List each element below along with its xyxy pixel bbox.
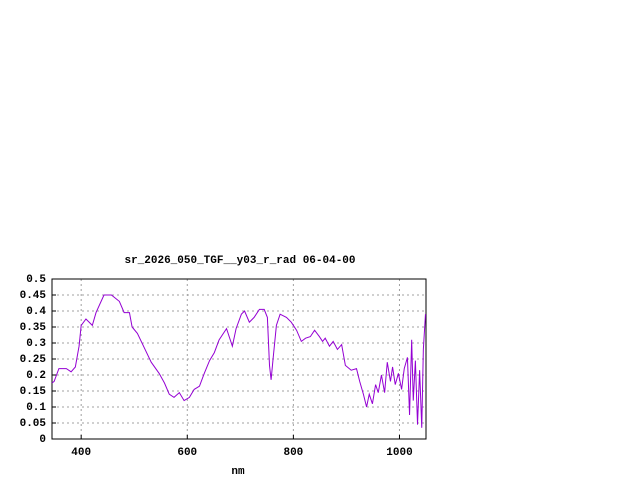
y-tick-label: 0.4: [26, 306, 46, 318]
x-tick-label: 800: [283, 447, 303, 459]
y-tick-label: 0.15: [20, 386, 47, 398]
x-axis-label: nm: [231, 466, 245, 478]
chart-title: sr_2026_050_TGF__y03_r_rad 06-04-00: [124, 255, 355, 267]
plot-border: [51, 278, 427, 440]
x-tick-label: 400: [71, 447, 91, 459]
y-tick-label: 0.05: [20, 418, 47, 430]
y-tick-label: 0.3: [26, 338, 46, 350]
y-tick-label: 0.35: [20, 322, 47, 334]
y-tick-label: 0.2: [26, 370, 46, 382]
data-line: [51, 294, 426, 428]
y-tick-label: 0.5: [26, 274, 46, 286]
x-tick-label: 600: [177, 447, 197, 459]
y-tick-label: 0.45: [20, 290, 47, 302]
y-tick-label: 0.25: [20, 354, 47, 366]
y-tick-label: 0: [39, 434, 46, 446]
y-tick-label: 0.1: [26, 402, 46, 414]
x-tick-label: 1000: [386, 447, 412, 459]
